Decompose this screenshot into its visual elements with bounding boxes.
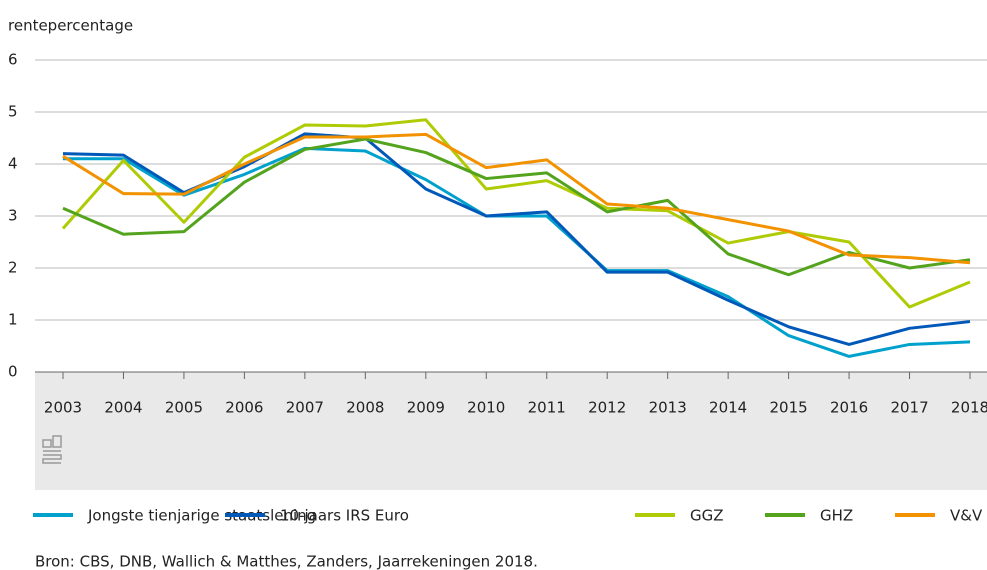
y-tick-label: 0 — [8, 363, 18, 381]
series-line — [62, 137, 971, 277]
y-tick-label: 2 — [8, 259, 18, 277]
x-tick-label: 2012 — [588, 399, 626, 417]
series-line — [61, 118, 971, 309]
x-tick-label: 2011 — [528, 399, 566, 417]
x-axis-band — [35, 372, 987, 490]
y-tick-label: 5 — [8, 103, 18, 121]
legend-label: GHZ — [820, 507, 853, 525]
x-tick-label: 2004 — [104, 399, 142, 417]
y-tick-label: 3 — [8, 207, 18, 225]
x-tick-label: 2008 — [346, 399, 384, 417]
y-tick-label: 6 — [8, 51, 18, 69]
source: Bron: CBS, DNB, Wallich & Matthes, Zande… — [35, 553, 538, 570]
y-tick-label: 1 — [8, 311, 18, 329]
x-tick-label: 2015 — [770, 399, 808, 417]
x-tick-label: 2005 — [165, 399, 203, 417]
x-tick-label: 2017 — [890, 399, 928, 417]
y-tick-label: 4 — [8, 155, 18, 173]
x-tick-label: 2014 — [709, 399, 747, 417]
x-tick-label: 2016 — [830, 399, 868, 417]
legend-label: V&V — [950, 507, 983, 525]
x-tick-label: 2006 — [225, 399, 263, 417]
x-tick-label: 2018 — [951, 399, 987, 417]
x-tick-label: 2009 — [407, 399, 445, 417]
x-tick-label: 2003 — [44, 399, 82, 417]
x-tick-label: 2013 — [649, 399, 687, 417]
y-axis-label: rentepercentage — [8, 17, 133, 35]
x-tick-label: 2010 — [467, 399, 505, 417]
legend-label: 10-jaars IRS Euro — [280, 507, 409, 525]
series-line — [63, 146, 971, 358]
legend-label: Jongste tienjarige staatslening — [87, 507, 316, 525]
logo — [42, 435, 62, 464]
x-tick-label: 2007 — [286, 399, 324, 417]
series-line — [62, 132, 971, 265]
legend-label: GGZ — [690, 507, 724, 525]
